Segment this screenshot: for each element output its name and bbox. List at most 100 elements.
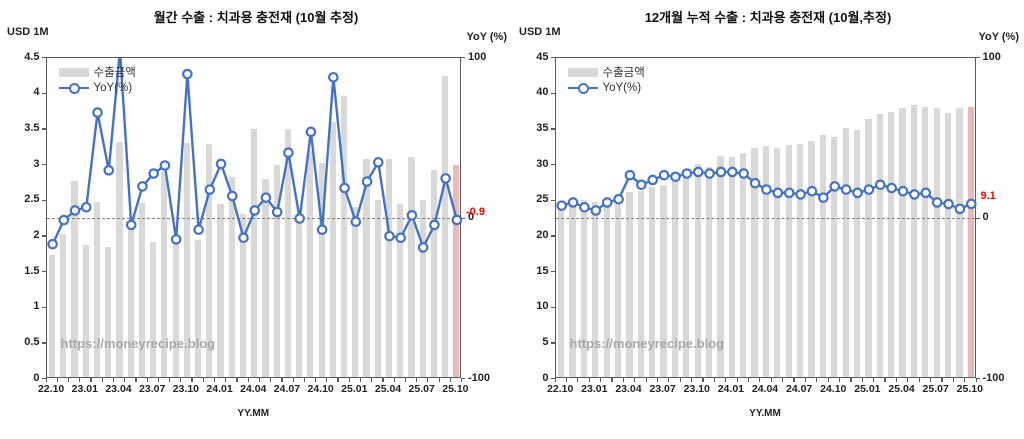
yoy-marker	[170, 234, 181, 245]
export-bar	[419, 200, 426, 377]
bar-series-swatch	[58, 67, 89, 77]
export-bar	[853, 130, 861, 377]
x-axis-tick	[393, 378, 395, 382]
yoy-marker	[692, 166, 704, 178]
x-axis-tick	[135, 378, 137, 382]
x-axis-tick	[371, 378, 373, 382]
x-axis-tick	[427, 378, 429, 382]
x-axis-tick	[907, 378, 909, 382]
y-axis-tick-label: 45	[536, 50, 549, 63]
x-axis-tick	[90, 378, 92, 382]
export-bar	[82, 244, 89, 377]
y-axis-tick	[550, 92, 555, 94]
yoy-marker	[851, 187, 863, 199]
x-axis-tick	[461, 378, 463, 382]
export-bar	[239, 213, 247, 377]
x-axis-tick	[416, 378, 418, 382]
export-bar	[592, 201, 599, 377]
x-axis-tick-label: 23.01	[71, 383, 98, 395]
yoy-marker	[215, 158, 226, 170]
yoy-marker	[102, 165, 114, 176]
x-axis-tick	[736, 378, 738, 382]
yoy-marker	[612, 193, 624, 205]
y-axis-tick-label: 5	[542, 335, 549, 348]
x-axis-tick-label: 25.07	[408, 383, 435, 395]
yoy-marker	[260, 192, 271, 203]
x-axis-tick	[404, 378, 407, 382]
x-axis-tick	[759, 378, 761, 382]
x-axis-tick	[382, 378, 384, 382]
y-axis-tick	[550, 164, 555, 166]
x-axis-title: YY.MM	[237, 408, 270, 419]
secondary-y-axis-tick	[975, 378, 980, 380]
y-axis-tick-label: 15	[536, 264, 549, 277]
yoy-marker	[282, 147, 294, 158]
x-axis-tick	[838, 378, 841, 382]
x-axis-tick	[634, 378, 636, 382]
x-axis-tick-label: 25.07	[922, 383, 949, 395]
yoy-marker	[192, 224, 204, 236]
export-bar	[262, 178, 269, 377]
y-axis-tick	[550, 128, 555, 130]
x-axis-tick-label: 24.07	[785, 383, 813, 395]
yoy-marker	[874, 179, 886, 191]
yoy-line-layer	[555, 166, 977, 216]
x-axis-tick-label: 24.10	[820, 383, 847, 395]
y-axis-tick-label: 30	[536, 157, 549, 170]
y-axis-tick	[550, 57, 555, 59]
export-bar	[865, 118, 872, 377]
x-axis-tick-label: 23.10	[683, 383, 710, 395]
yoy-marker	[681, 168, 692, 179]
x-axis-tick	[941, 378, 943, 382]
yoy-marker	[237, 232, 249, 244]
export-bar-highlighted	[453, 164, 460, 377]
x-axis-tick	[554, 378, 556, 382]
export-bar	[138, 202, 146, 377]
export-bar	[105, 246, 112, 377]
yoy-marker	[361, 176, 372, 187]
legend: 수출금액 YoY(%)	[58, 64, 136, 96]
export-bar	[195, 240, 202, 377]
x-axis-tick	[804, 378, 806, 382]
yoy-line-layer	[46, 58, 462, 253]
yoy-marker	[567, 197, 578, 208]
y-axis-tick	[550, 199, 555, 201]
x-axis-tick	[918, 378, 920, 382]
yoy-marker	[760, 184, 772, 195]
y-axis-tick-label: 1.5	[24, 264, 40, 277]
yoy-marker	[669, 171, 681, 183]
left-axis-unit-label: USD 1M	[7, 26, 49, 38]
yoy-marker	[46, 238, 58, 250]
y-axis-tick-label: 20	[536, 228, 549, 241]
export-bar	[683, 176, 690, 377]
x-axis-tick	[850, 378, 852, 382]
x-axis-tick	[112, 378, 115, 382]
y-axis-tick	[41, 164, 46, 166]
x-axis-tick	[861, 378, 863, 382]
x-axis-tick	[770, 378, 772, 382]
x-axis-tick	[258, 378, 261, 382]
export-bar	[307, 151, 314, 377]
export-bar	[183, 142, 190, 377]
export-bar	[296, 217, 303, 377]
x-axis-tick-label: 24.01	[717, 383, 744, 395]
x-axis-tick	[281, 378, 283, 382]
x-axis-tick	[270, 378, 272, 382]
yoy-marker	[931, 197, 942, 208]
y-axis-tick	[41, 378, 46, 380]
x-axis-tick	[247, 378, 249, 382]
legend-bar-label: 수출금액	[602, 67, 645, 79]
yoy-marker	[147, 168, 159, 179]
yoy-marker	[840, 184, 851, 195]
yoy-zero-line	[555, 217, 975, 219]
yoy-marker	[601, 197, 613, 208]
plot-area: 수출금액 YoY(%) https://moneyrecipe.blog	[554, 57, 977, 378]
chart-monthly-export: 월간 수출 : 치과용 충전재 (10월 추정) USD 1M YoY (%) …	[7, 10, 507, 419]
yoy-marker	[125, 219, 137, 231]
y-axis-tick	[41, 92, 46, 94]
y-axis-tick-label: 4.5	[24, 50, 40, 63]
yoy-marker	[181, 68, 193, 80]
y-axis-tick	[550, 342, 555, 344]
export-bar	[956, 108, 963, 377]
